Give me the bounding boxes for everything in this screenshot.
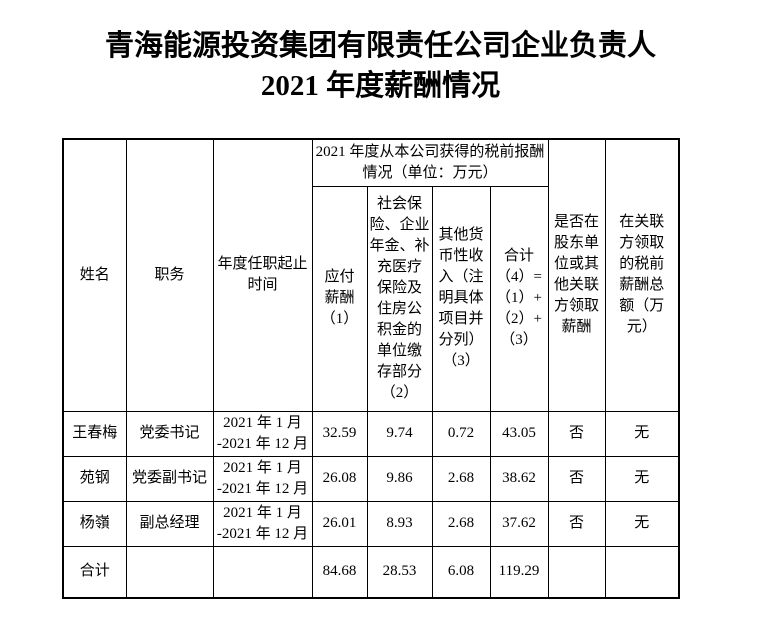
header-social-insurance: 社会保 险、企业 年金、补 充医疗 保险及 住房公 积金的 单位缴 存部分 （2… <box>366 185 433 412</box>
total-other-income: 6.08 <box>431 545 491 599</box>
header-row-group: 姓名 职务 年度任职起止 时间 2021 年度从本公司获得的税前报酬 情况（单位… <box>62 138 680 412</box>
cell-position: 副总经理 <box>125 500 214 547</box>
total-social-insurance: 28.53 <box>366 545 433 599</box>
cell-related-flag: 否 <box>547 500 606 547</box>
header-tenure: 年度任职起止 时间 <box>212 138 313 412</box>
header-other-income: 其他货 币性收 入（注 明具体 项目并 分列） （3） <box>431 185 491 412</box>
cell-related-amount: 无 <box>604 410 680 457</box>
title-line-2: 2021 年度薪酬情况 <box>260 70 501 102</box>
table-row: 王春梅 党委书记 2021 年 1 月 -2021 年 12 月 32.59 9… <box>62 410 680 457</box>
cell-other-income: 2.68 <box>431 500 491 547</box>
total-label: 合计 <box>62 545 127 599</box>
cell-subtotal: 43.05 <box>489 410 549 457</box>
cell-name: 苑钢 <box>62 455 127 502</box>
table-row: 苑钢 党委副书记 2021 年 1 月 -2021 年 12 月 26.08 9… <box>62 455 680 502</box>
cell-payable: 26.08 <box>311 455 368 502</box>
document-title: 青海能源投资集团有限责任公司企业负责人 2021 年度薪酬情况 <box>0 26 761 106</box>
header-pretax-group: 2021 年度从本公司获得的税前报酬 情况（单位：万元） <box>311 138 549 187</box>
header-subtotal: 合计 （4）= （1）+ （2）+ （3） <box>489 185 549 412</box>
header-name: 姓名 <box>62 138 127 412</box>
total-related-amount <box>604 545 680 599</box>
total-row: 合计 84.68 28.53 6.08 119.29 <box>62 545 680 599</box>
cell-tenure: 2021 年 1 月 -2021 年 12 月 <box>212 410 313 457</box>
cell-other-income: 0.72 <box>431 410 491 457</box>
cell-related-flag: 否 <box>547 410 606 457</box>
header-related-flag: 是否在 股东单 位或其 他关联 方领取 薪酬 <box>547 138 606 412</box>
title-line-1: 青海能源投资集团有限责任公司企业负责人 <box>104 30 656 62</box>
table-row: 杨嶺 副总经理 2021 年 1 月 -2021 年 12 月 26.01 8.… <box>62 500 680 547</box>
cell-social-insurance: 9.86 <box>366 455 433 502</box>
cell-social-insurance: 9.74 <box>366 410 433 457</box>
cell-payable: 32.59 <box>311 410 368 457</box>
cell-subtotal: 38.62 <box>489 455 549 502</box>
cell-subtotal: 37.62 <box>489 500 549 547</box>
header-position: 职务 <box>125 138 214 412</box>
total-tenure <box>212 545 313 599</box>
cell-payable: 26.01 <box>311 500 368 547</box>
cell-related-amount: 无 <box>604 500 680 547</box>
cell-related-flag: 否 <box>547 455 606 502</box>
total-payable: 84.68 <box>311 545 368 599</box>
header-payable: 应付 薪酬 （1） <box>311 185 368 412</box>
cell-social-insurance: 8.93 <box>366 500 433 547</box>
header-related-amount: 在关联 方领取 的税前 薪酬总 额（万 元） <box>604 138 680 412</box>
total-subtotal: 119.29 <box>489 545 549 599</box>
salary-table: 姓名 职务 年度任职起止 时间 2021 年度从本公司获得的税前报酬 情况（单位… <box>62 138 681 599</box>
cell-tenure: 2021 年 1 月 -2021 年 12 月 <box>212 500 313 547</box>
cell-name: 王春梅 <box>62 410 127 457</box>
cell-position: 党委书记 <box>125 410 214 457</box>
cell-tenure: 2021 年 1 月 -2021 年 12 月 <box>212 455 313 502</box>
cell-name: 杨嶺 <box>62 500 127 547</box>
total-related-flag <box>547 545 606 599</box>
header-row-sub: 应付 薪酬 （1） 社会保 险、企业 年金、补 充医疗 保险及 住房公 积金的 … <box>63 185 679 412</box>
cell-other-income: 2.68 <box>431 455 491 502</box>
cell-related-amount: 无 <box>604 455 680 502</box>
total-position <box>125 545 214 599</box>
cell-position: 党委副书记 <box>125 455 214 502</box>
